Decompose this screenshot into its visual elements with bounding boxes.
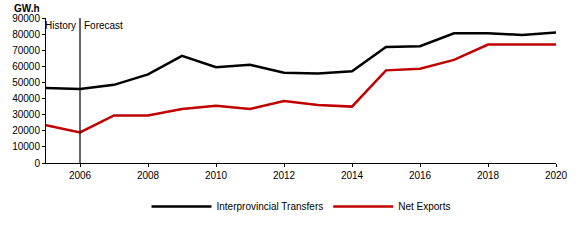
svg-text:Net Exports: Net Exports	[398, 201, 450, 212]
svg-text:2012: 2012	[273, 170, 296, 181]
svg-text:20000: 20000	[12, 125, 40, 136]
svg-text:10000: 10000	[12, 141, 40, 152]
svg-text:40000: 40000	[12, 93, 40, 104]
svg-text:2006: 2006	[69, 170, 92, 181]
svg-text:80000: 80000	[12, 29, 40, 40]
svg-text:0: 0	[34, 158, 40, 169]
svg-text:2008: 2008	[137, 170, 160, 181]
svg-text:2014: 2014	[341, 170, 364, 181]
svg-text:2010: 2010	[205, 170, 228, 181]
svg-text:History: History	[45, 20, 76, 31]
svg-text:60000: 60000	[12, 61, 40, 72]
svg-text:2016: 2016	[409, 170, 432, 181]
svg-text:2020: 2020	[545, 170, 568, 181]
svg-text:2018: 2018	[477, 170, 500, 181]
svg-text:Interprovincial Transfers: Interprovincial Transfers	[217, 201, 324, 212]
svg-text:30000: 30000	[12, 109, 40, 120]
svg-text:Forecast: Forecast	[84, 20, 123, 31]
svg-text:50000: 50000	[12, 77, 40, 88]
svg-text:70000: 70000	[12, 45, 40, 56]
svg-text:GW.h: GW.h	[14, 3, 40, 14]
svg-text:90000: 90000	[12, 13, 40, 24]
